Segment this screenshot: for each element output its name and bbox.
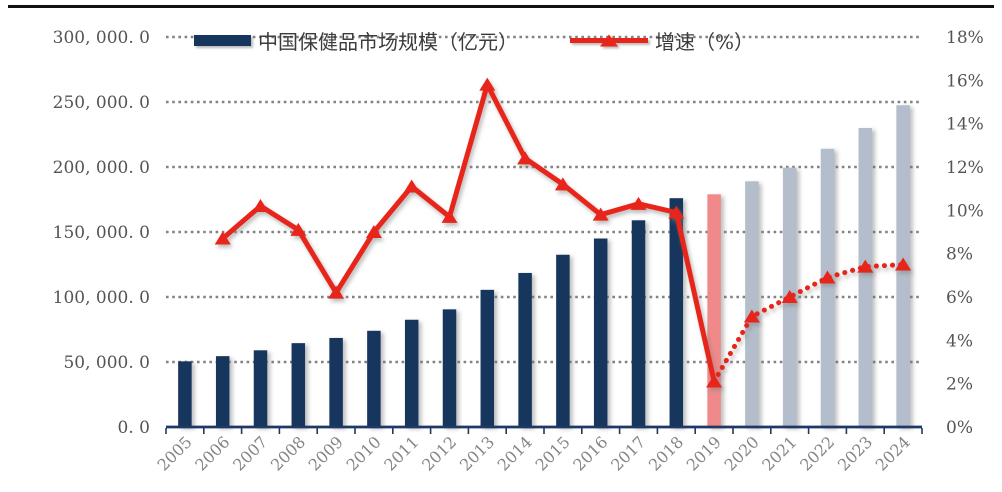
bar-2007 — [253, 350, 268, 427]
svg-text:50, 000. 0: 50, 000. 0 — [63, 353, 150, 373]
svg-text:2%: 2% — [946, 375, 973, 395]
triangle-marker-2015 — [554, 177, 571, 191]
x-axis-year-labels: 2005200620072008200920102011201220132014… — [154, 432, 914, 474]
triangle-marker-2013 — [479, 77, 496, 91]
bar-2010 — [367, 330, 381, 427]
triangle-marker-2012 — [441, 209, 458, 223]
triangle-marker-icon — [600, 34, 618, 47]
svg-text:8%: 8% — [946, 245, 973, 265]
legend-item-growth: 增速（%） — [570, 26, 754, 55]
svg-text:200, 000. 0: 200, 000. 0 — [53, 158, 150, 178]
triangle-marker-2014 — [517, 151, 534, 165]
triangle-marker-2023 — [857, 259, 874, 273]
left-axis-labels: 0. 0 50, 000. 0 100, 000. 0 150, 000. 0 200,… — [53, 28, 150, 438]
triangle-marker-2024 — [895, 257, 912, 271]
triangle-marker-2006 — [214, 231, 231, 245]
x-axis — [165, 425, 923, 434]
triangle-marker-2009 — [328, 285, 345, 299]
bar-2011 — [404, 319, 419, 427]
bar-2014 — [518, 272, 532, 427]
svg-text:2024: 2024 — [872, 432, 914, 474]
triangle-marker-2016 — [592, 207, 609, 221]
svg-text:6%: 6% — [946, 288, 973, 308]
svg-text:2023: 2023 — [834, 432, 876, 474]
legend-item-market-size: 中国保健品市场规模（亿元） — [194, 26, 518, 55]
svg-text:2016: 2016 — [569, 432, 611, 474]
triangle-marker-2018 — [668, 205, 685, 219]
triangle-marker-2011 — [403, 179, 420, 193]
svg-text:2006: 2006 — [191, 432, 233, 474]
svg-text:2019: 2019 — [683, 432, 725, 474]
svg-text:14%: 14% — [946, 115, 984, 135]
svg-text:2021: 2021 — [758, 432, 800, 474]
triangle-marker-2022 — [819, 270, 836, 284]
svg-text:2015: 2015 — [532, 432, 574, 474]
bar-2006 — [215, 356, 230, 427]
svg-text:16%: 16% — [946, 71, 984, 91]
triangle-marker-2021 — [781, 290, 798, 303]
bar-2020 — [745, 181, 759, 427]
svg-text:2017: 2017 — [607, 432, 649, 474]
triangle-marker-2010 — [365, 225, 382, 238]
legend-bar-label: 中国保健品市场规模（亿元） — [258, 30, 518, 54]
svg-text:100, 000. 0: 100, 000. 0 — [53, 288, 150, 308]
triangle-marker-2020 — [743, 309, 760, 323]
bar-2013 — [480, 289, 495, 427]
bar-2022 — [820, 148, 835, 428]
svg-text:250, 000. 0: 250, 000. 0 — [53, 93, 150, 113]
bar-series — [178, 105, 910, 428]
svg-text:150, 000. 0: 150, 000. 0 — [53, 223, 150, 243]
svg-text:2008: 2008 — [267, 432, 309, 474]
svg-text:2013: 2013 — [456, 432, 498, 474]
bar-2015 — [556, 254, 570, 427]
svg-text:2011: 2011 — [380, 432, 422, 474]
svg-text:0%: 0% — [946, 418, 973, 438]
growth-line-dotted — [711, 262, 906, 384]
bar-2009 — [329, 337, 343, 427]
svg-text:0. 0: 0. 0 — [118, 418, 150, 438]
svg-text:2009: 2009 — [305, 432, 347, 474]
triangle-marker-2008 — [290, 222, 307, 236]
right-axis-labels: 0% 2% 4% 6% 8% 10% 12% 14% 16% 18% — [946, 28, 984, 438]
svg-text:4%: 4% — [946, 331, 973, 351]
bar-2017 — [631, 220, 646, 427]
svg-text:2007: 2007 — [229, 432, 271, 474]
chart-legend: 中国保健品市场规模（亿元） 增速（%） — [194, 26, 754, 55]
bar-2018 — [669, 198, 684, 427]
triangle-marker-2007 — [252, 199, 269, 212]
bar-2012 — [442, 309, 457, 427]
svg-text:2018: 2018 — [645, 432, 687, 474]
triangle-marker-2019 — [706, 374, 723, 388]
growth-line-solid — [221, 82, 717, 383]
svg-text:2020: 2020 — [721, 432, 763, 474]
bar-2023 — [858, 128, 873, 427]
svg-text:2010: 2010 — [343, 432, 385, 474]
svg-text:300, 000. 0: 300, 000. 0 — [53, 28, 150, 48]
svg-text:18%: 18% — [946, 28, 984, 48]
svg-text:2005: 2005 — [154, 432, 196, 474]
bar-2016 — [593, 238, 608, 427]
svg-text:2012: 2012 — [418, 432, 460, 474]
legend-line-label: 增速（%） — [655, 30, 755, 54]
bar-2008 — [291, 343, 306, 427]
line-series-swatch-icon — [570, 34, 648, 47]
bar-2019 — [707, 194, 721, 427]
svg-text:12%: 12% — [946, 158, 984, 178]
growth-line-series — [214, 77, 912, 388]
bar-series-swatch-icon — [194, 35, 251, 46]
gridlines — [166, 35, 922, 364]
top-rule-divider — [8, 5, 994, 8]
triangle-marker-2017 — [630, 196, 647, 210]
bar-2005 — [178, 361, 192, 427]
svg-text:10%: 10% — [946, 201, 984, 221]
svg-text:2022: 2022 — [796, 432, 838, 474]
svg-text:2014: 2014 — [494, 432, 536, 474]
